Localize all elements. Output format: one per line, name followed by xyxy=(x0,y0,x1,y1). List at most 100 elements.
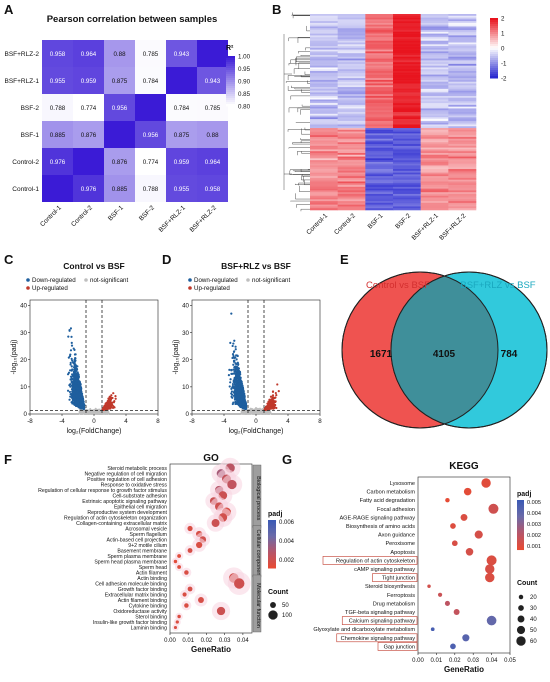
heatmap-b-cell xyxy=(448,47,477,50)
heatmap-b-cell xyxy=(448,208,477,211)
volcano-c-point-down xyxy=(78,403,81,407)
heatmap-b-cell xyxy=(393,133,421,136)
volcano-c-point-up xyxy=(109,398,112,401)
heatmap-b-cell xyxy=(365,158,394,161)
volcano-c-legend-dot xyxy=(84,278,88,282)
heatmap-b-cell xyxy=(365,83,394,86)
heatmap-b-cell xyxy=(420,163,449,166)
heatmap-b-cell xyxy=(337,94,366,97)
heatmap-b-cell xyxy=(365,138,394,141)
heatmap-b-cell xyxy=(448,176,477,179)
heatmap-a-value: 0.785 xyxy=(143,51,159,58)
heatmap-b-cell xyxy=(393,185,421,188)
heatmap-b-cell xyxy=(420,26,449,29)
volcano-d-point-ns xyxy=(259,408,262,411)
heatmap-b-cell xyxy=(393,120,421,123)
heatmap-a-legend-swatch xyxy=(226,90,235,93)
heatmap-b-cell xyxy=(310,110,338,113)
heatmap-b-cell xyxy=(448,103,477,106)
dendrogram-branch xyxy=(300,140,310,143)
volcano-c-xtick-label: 4 xyxy=(124,418,128,425)
heatmap-b-legend-swatch xyxy=(490,22,498,25)
heatmap-a-value: 0.774 xyxy=(81,105,97,112)
heatmap-b-cell xyxy=(337,186,366,189)
heatmap-b-cell xyxy=(365,19,394,22)
heatmap-b-cell xyxy=(365,69,394,72)
dendrogram xyxy=(283,12,310,212)
volcano-c-point-down xyxy=(69,395,72,398)
heatmap-b-cell xyxy=(420,170,449,173)
heatmap-b-cell xyxy=(365,174,394,177)
dendrogram-branch xyxy=(300,138,310,140)
heatmap-b-cell xyxy=(393,71,421,74)
heatmap-b-cell xyxy=(448,169,477,172)
heatmap-b-cell xyxy=(420,138,449,141)
heatmap-b-cell xyxy=(448,35,477,38)
volcano-c-xtick-label: -8 xyxy=(27,418,33,425)
dendrogram-branch xyxy=(303,175,310,182)
volcano-c-xlabel: log₂(FoldChange) xyxy=(67,428,122,435)
heatmap-b-cell xyxy=(310,42,338,45)
volcano-c-point-down xyxy=(81,401,84,404)
volcano-c-point-ns xyxy=(103,412,106,415)
heatmap-a-cell xyxy=(135,121,166,148)
heatmap-b-cell xyxy=(365,140,394,143)
heatmap-b-cell xyxy=(448,174,477,177)
heatmap-b-cell xyxy=(337,51,366,54)
volcano-c-point-down xyxy=(76,365,79,368)
heatmap-b-cell xyxy=(337,67,366,70)
heatmap-b-cell xyxy=(420,74,449,77)
heatmap-b-cell xyxy=(365,128,394,131)
heatmap-a-legend-title: R² xyxy=(226,45,234,52)
volcano-c-point-down xyxy=(69,369,72,372)
heatmap-b-cell xyxy=(420,37,449,40)
volcano-c-point-ns xyxy=(83,411,86,414)
heatmap-a-cell xyxy=(73,67,104,94)
heatmap-b-cell xyxy=(448,97,477,100)
heatmap-b-cell xyxy=(393,106,421,109)
heatmap-b-cell xyxy=(337,95,366,99)
heatmap-b-cell xyxy=(365,44,394,47)
heatmap-b-cell xyxy=(337,99,366,102)
volcano-c-legend-label: not-significant xyxy=(90,277,128,284)
heatmap-b-cell xyxy=(337,37,366,40)
heatmap-b-cell xyxy=(448,136,477,140)
heatmap-b-cell xyxy=(420,167,449,170)
heatmap-b-cell xyxy=(310,124,338,127)
heatmap-b-cell xyxy=(365,165,394,168)
heatmap-b-cell xyxy=(337,193,366,197)
heatmap-b-cell xyxy=(420,81,449,84)
dendrogram-branch xyxy=(306,25,310,32)
heatmap-a-cell xyxy=(197,148,228,175)
heatmap-b-cell xyxy=(310,40,338,43)
volcano-d-point-down xyxy=(228,368,231,371)
heatmap-a-cell xyxy=(73,94,104,121)
heatmap-b-cell xyxy=(448,151,477,154)
volcano-c-point-down xyxy=(74,372,77,375)
heatmap-a-value: 0.88 xyxy=(206,132,219,139)
heatmap-a-col-label: Control-2 xyxy=(70,204,94,228)
heatmap-b-cell xyxy=(393,74,421,77)
volcano-c-point-down xyxy=(68,328,71,332)
heatmap-b-cell xyxy=(448,42,477,45)
heatmap-b-cell xyxy=(310,69,338,72)
volcano-c-point-down xyxy=(71,368,74,371)
heatmap-b-cell xyxy=(310,90,338,93)
heatmap-a-value: 0.774 xyxy=(143,159,159,166)
volcano-c-point-up xyxy=(102,408,105,411)
heatmap-b-cell xyxy=(448,160,477,163)
volcano-c-point-down xyxy=(76,398,79,402)
heatmap-b-cell xyxy=(420,42,449,45)
heatmap-b-cell xyxy=(393,33,421,36)
heatmap-a-value: 0.943 xyxy=(174,51,190,58)
heatmap-b-cell xyxy=(365,199,394,202)
heatmap-b-cell xyxy=(337,110,366,113)
heatmap-a-cell xyxy=(42,121,73,148)
heatmap-b-cell xyxy=(420,126,449,129)
heatmap-a-cell xyxy=(42,94,73,121)
heatmap-b-cell xyxy=(337,97,366,100)
heatmap-b-cell xyxy=(365,58,394,61)
heatmap-b-cell xyxy=(310,172,338,175)
heatmap-b-cell xyxy=(448,21,477,24)
volcano-d-legend-dot xyxy=(246,278,250,282)
